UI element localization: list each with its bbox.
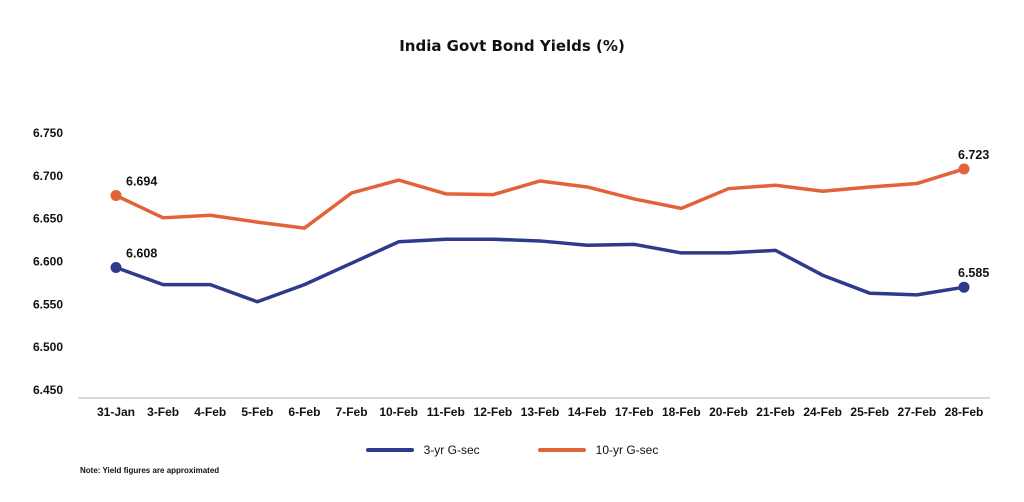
data-label: 6.608 bbox=[126, 246, 157, 260]
x-tick-label: 10-Feb bbox=[379, 405, 418, 419]
x-tick-label: 12-Feb bbox=[474, 405, 513, 419]
data-label: 6.723 bbox=[958, 148, 989, 162]
x-tick-label: 27-Feb bbox=[898, 405, 937, 419]
y-axis-ticks: 6.450 6.500 6.550 6.600 6.650 6.700 6.750 bbox=[33, 126, 63, 397]
legend-label-3yr: 3-yr G-sec bbox=[423, 443, 480, 457]
y-tick-label: 6.650 bbox=[33, 212, 63, 226]
x-tick-label: 21-Feb bbox=[756, 405, 795, 419]
data-label: 6.694 bbox=[126, 175, 157, 189]
x-tick-label: 28-Feb bbox=[945, 405, 984, 419]
series-layer: 6.608 6.585 6.694 6.723 bbox=[110, 148, 989, 304]
x-tick-label: 7-Feb bbox=[336, 405, 368, 419]
x-tick-label: 31-Jan bbox=[97, 405, 135, 419]
data-point-marker bbox=[958, 163, 970, 175]
data-point-marker bbox=[110, 261, 122, 273]
y-tick-label: 6.500 bbox=[33, 340, 63, 354]
y-tick-label: 6.450 bbox=[33, 383, 63, 397]
data-point-marker bbox=[958, 281, 970, 293]
footnote: Note: Yield figures are approximated bbox=[80, 466, 220, 475]
x-tick-label: 18-Feb bbox=[662, 405, 701, 419]
x-tick-label: 4-Feb bbox=[194, 405, 226, 419]
y-tick-label: 6.550 bbox=[33, 297, 63, 311]
x-tick-label: 14-Feb bbox=[568, 405, 607, 419]
x-tick-label: 6-Feb bbox=[288, 405, 320, 419]
y-tick-label: 6.750 bbox=[33, 126, 63, 140]
y-tick-label: 6.600 bbox=[33, 255, 63, 269]
x-tick-label: 17-Feb bbox=[615, 405, 654, 419]
series-line-10yr bbox=[114, 167, 966, 230]
series-line-3yr bbox=[114, 237, 966, 304]
x-tick-label: 5-Feb bbox=[241, 405, 273, 419]
data-point-marker bbox=[110, 190, 122, 202]
x-tick-label: 11-Feb bbox=[427, 405, 465, 419]
legend-swatch-10yr bbox=[537, 448, 586, 452]
legend-item-3yr: 3-yr G-sec bbox=[365, 443, 480, 457]
x-tick-label: 13-Feb bbox=[521, 405, 560, 419]
x-tick-label: 25-Feb bbox=[850, 405, 889, 419]
legend-item-10yr: 10-yr G-sec bbox=[537, 443, 659, 457]
y-tick-label: 6.700 bbox=[33, 169, 63, 183]
x-tick-label: 3-Feb bbox=[147, 405, 179, 419]
x-tick-label: 20-Feb bbox=[709, 405, 748, 419]
legend-swatch-3yr bbox=[365, 448, 414, 452]
chart-title: India Govt Bond Yields (%) bbox=[399, 37, 625, 55]
data-label: 6.585 bbox=[958, 266, 989, 280]
x-axis-ticks: 31-Jan 3-Feb 4-Feb 5-Feb 6-Feb 7-Feb 10-Feb 11-… bbox=[97, 405, 983, 419]
x-tick-label: 24-Feb bbox=[803, 405, 842, 419]
legend: 3-yr G-sec 10-yr G-sec bbox=[0, 443, 1024, 457]
legend-label-10yr: 10-yr G-sec bbox=[595, 443, 659, 457]
